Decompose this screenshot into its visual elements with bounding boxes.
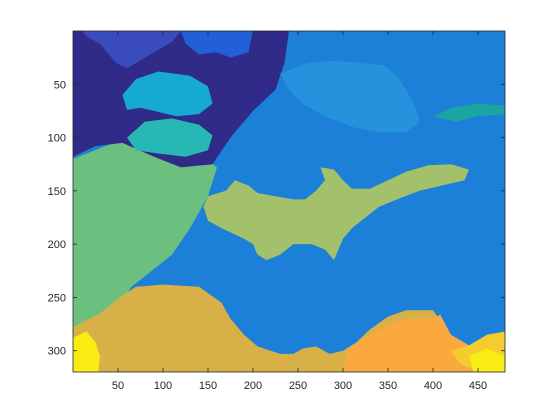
region-teal-plants-left bbox=[73, 132, 217, 330]
x-tick-label: 350 bbox=[379, 380, 397, 392]
y-tick-label: 50 bbox=[54, 79, 66, 91]
x-tick-label: 250 bbox=[289, 380, 307, 392]
region-light-blue-top-right bbox=[280, 60, 420, 133]
x-tick-label: 150 bbox=[199, 380, 217, 392]
x-tick-label: 200 bbox=[244, 380, 262, 392]
region-cyan-blob bbox=[122, 71, 213, 117]
y-tick-label: 250 bbox=[48, 292, 66, 304]
y-axis: 50 100 150 200 250 300 bbox=[48, 79, 505, 358]
x-tick-label: 400 bbox=[424, 380, 442, 392]
y-tick-label: 200 bbox=[48, 239, 66, 251]
x-tick-label: 300 bbox=[334, 380, 352, 392]
y-tick-label: 300 bbox=[48, 346, 66, 358]
region-sand-floor bbox=[73, 284, 438, 372]
region-gecko bbox=[203, 164, 469, 261]
x-tick-label: 50 bbox=[112, 380, 124, 392]
axes-box bbox=[72, 30, 506, 373]
region-bright-yellow-right bbox=[469, 348, 505, 372]
plot-area bbox=[73, 31, 505, 372]
y-tick-label: 150 bbox=[48, 186, 66, 198]
x-tick-label: 450 bbox=[469, 380, 487, 392]
region-blue-bright-top bbox=[181, 31, 253, 58]
region-royal-blue-top bbox=[82, 31, 181, 69]
x-tick-label: 100 bbox=[154, 380, 172, 392]
region-yellow-rock-left bbox=[73, 331, 100, 372]
region-green-streak-right bbox=[433, 103, 505, 122]
region-turquoise-blob bbox=[127, 118, 213, 157]
x-axis: 50 100 150 200 250 300 350 400 450 bbox=[112, 31, 487, 392]
y-tick-label: 100 bbox=[48, 133, 66, 145]
